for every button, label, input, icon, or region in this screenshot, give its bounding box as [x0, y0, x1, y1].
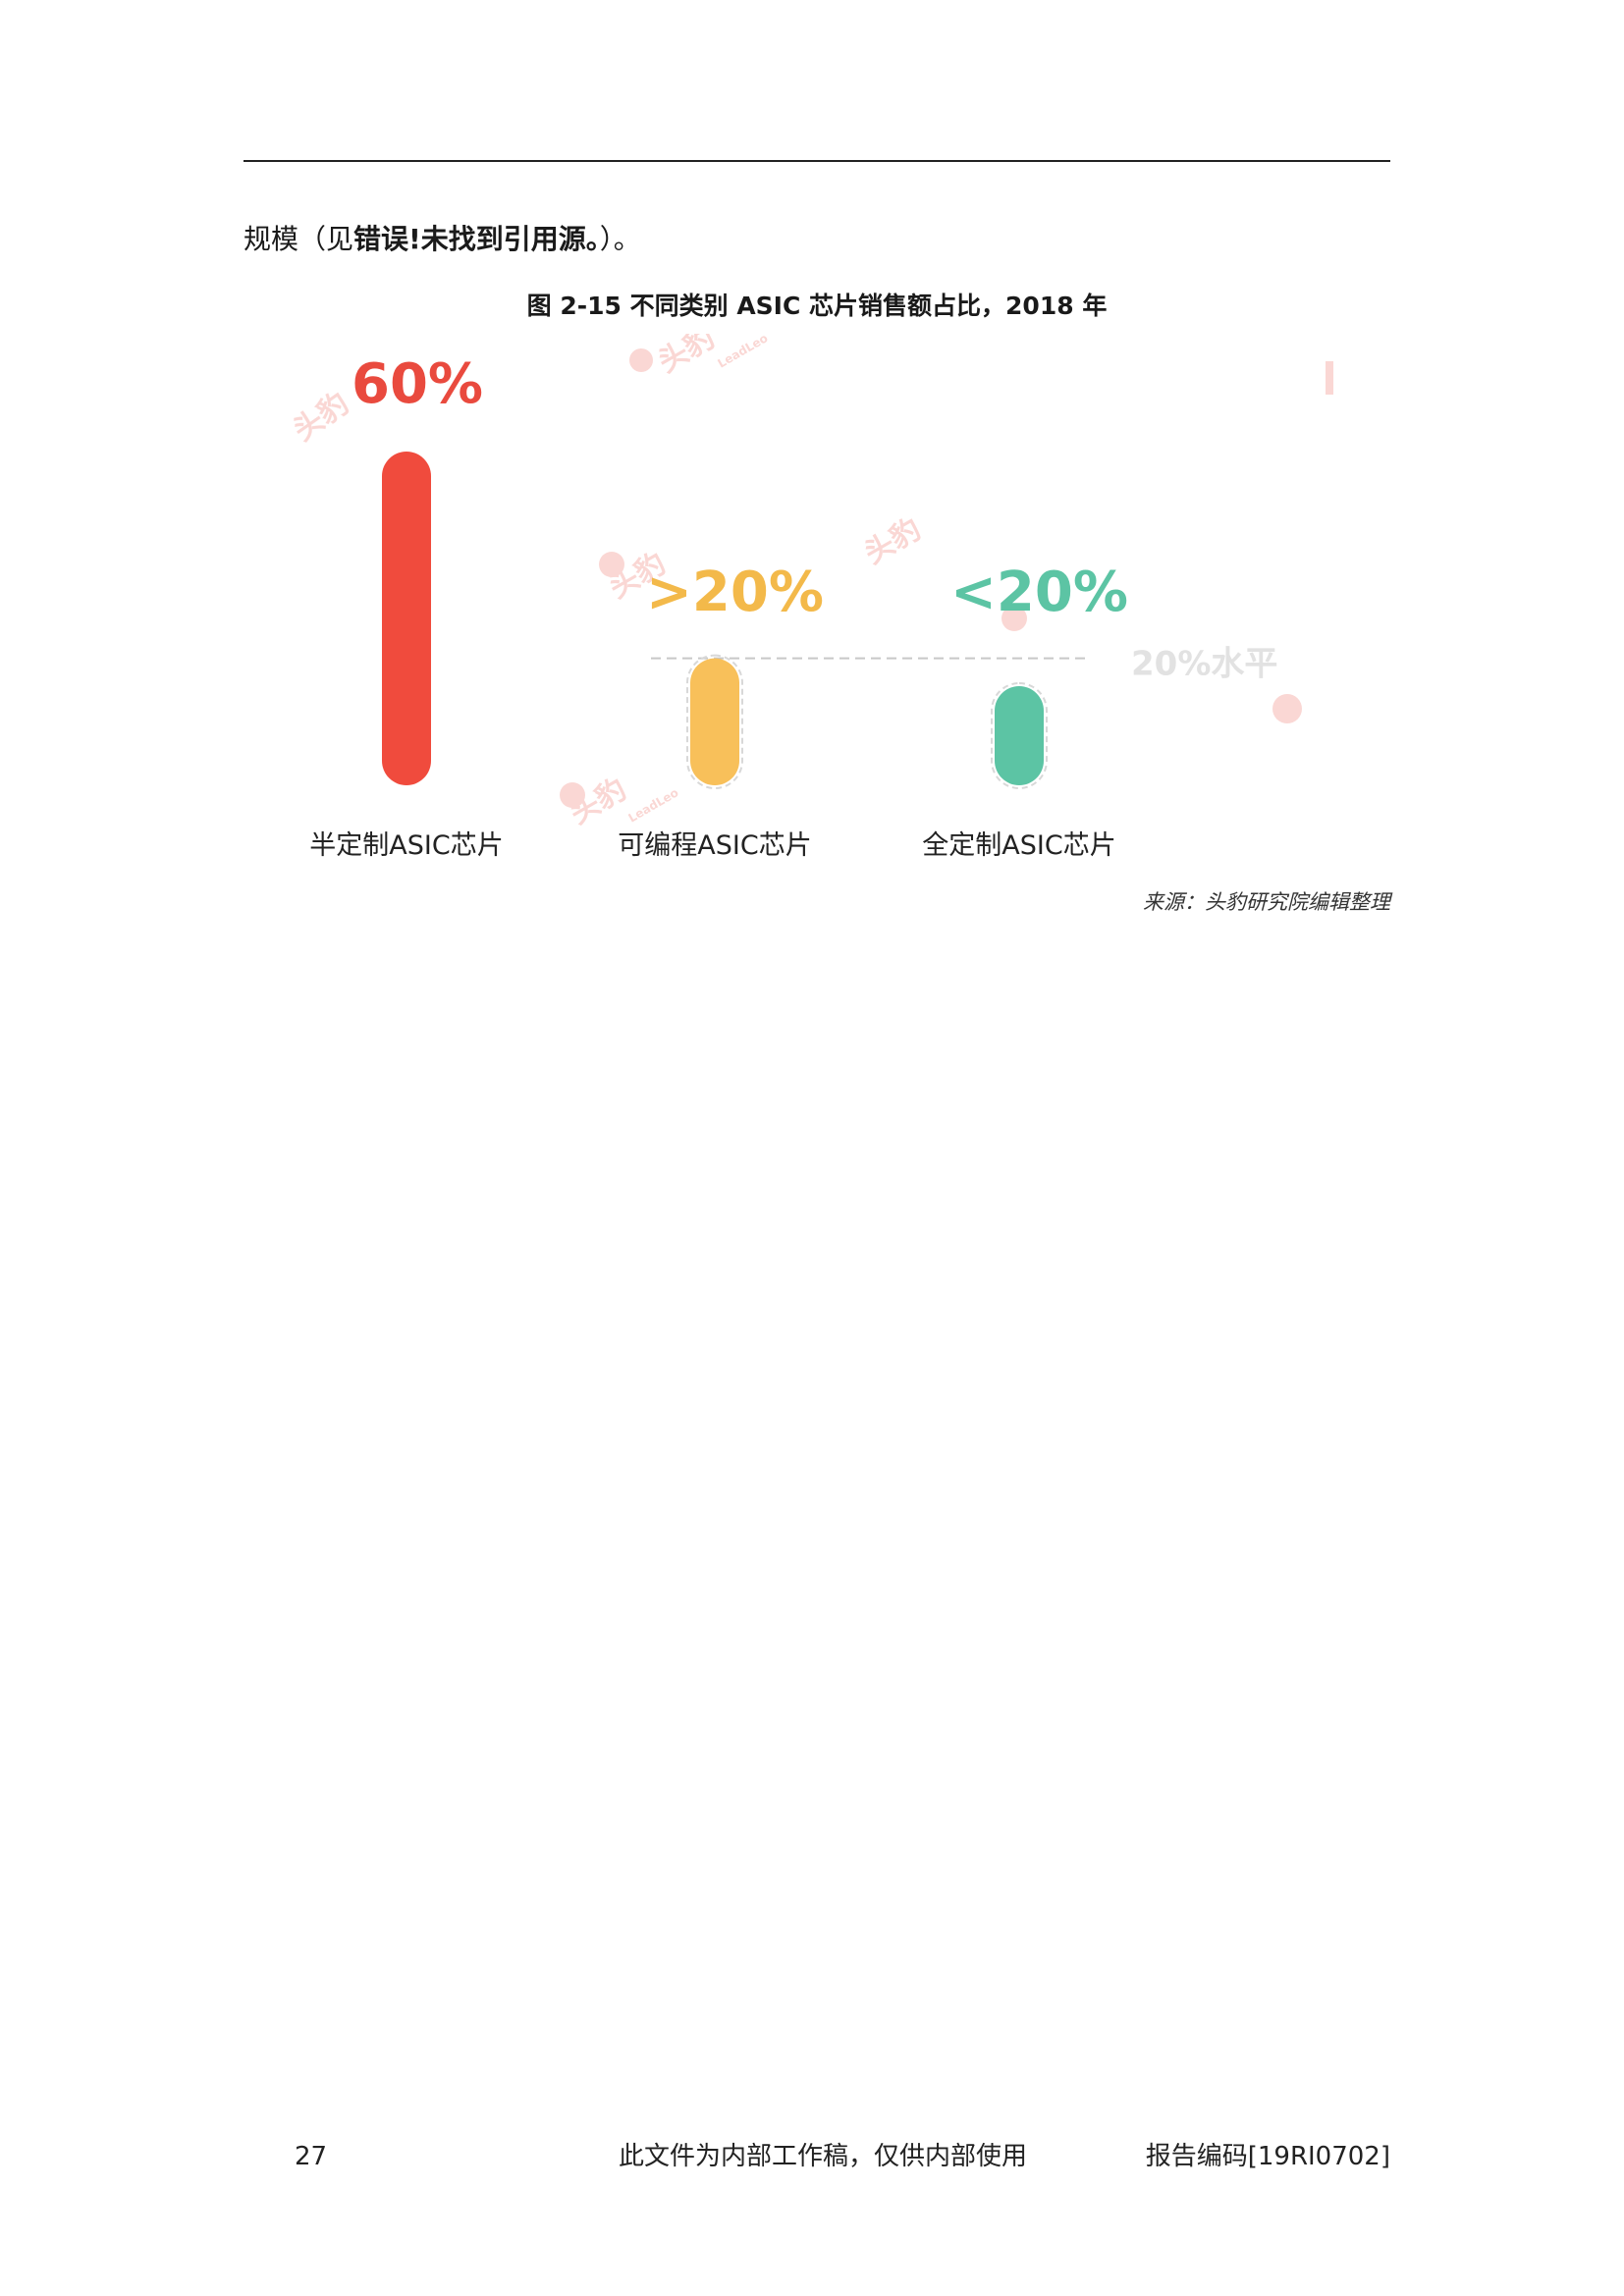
- bar-3: [995, 686, 1044, 785]
- body-paragraph: 规模（见错误!未找到引用源。）。: [244, 220, 641, 259]
- asic-share-chart: 头豹 头豹 LeadLeo 头豹 头豹 头豹 LeadLeo 20%水平 60%…: [244, 334, 1390, 883]
- bar-1: [382, 452, 431, 785]
- watermark-logo: [560, 782, 585, 808]
- watermark-logo: [1326, 361, 1333, 395]
- watermark-text: 头豹: [859, 512, 927, 571]
- watermark-text: LeadLeo: [716, 334, 771, 371]
- page-number: 27: [295, 2142, 328, 2171]
- figure-source: 来源：头豹研究院编辑整理: [1143, 890, 1390, 914]
- header-rule: [244, 160, 1390, 162]
- bars-layer: 60% 半定制ASIC芯片 >20% 可编程ASIC芯片 <20% 全定制ASIC芯片: [309, 352, 1128, 861]
- watermark-logo: [629, 348, 653, 372]
- page-footer: 27 此文件为内部工作稿，仅供内部使用 报告编码[19RI0702]: [295, 2137, 1390, 2176]
- body-text-suffix: ）。: [599, 223, 641, 255]
- watermark-text: 头豹: [288, 386, 355, 448]
- category-label-3: 全定制ASIC芯片: [922, 830, 1115, 861]
- watermark-logo: [1001, 606, 1027, 631]
- figure-title: 图 2-15 不同类别 ASIC 芯片销售额占比，2018 年: [526, 292, 1108, 320]
- chart-svg: 头豹 头豹 LeadLeo 头豹 头豹 头豹 LeadLeo 20%水平 60%…: [288, 334, 1333, 861]
- reference-line-label: 20%水平: [1131, 645, 1277, 684]
- category-label-2: 可编程ASIC芯片: [618, 830, 811, 861]
- value-label-3: <20%: [950, 561, 1128, 624]
- value-label-2: >20%: [646, 561, 824, 624]
- watermark-text: 头豹: [653, 334, 721, 380]
- category-label-1: 半定制ASIC芯片: [309, 830, 503, 861]
- watermark-logo: [1272, 694, 1302, 723]
- bar-2: [690, 658, 739, 785]
- body-text-prefix: 规模（见: [244, 223, 354, 255]
- bar-outline-3: [991, 682, 1048, 789]
- watermark-logo: [599, 552, 624, 577]
- value-label-1: 60%: [352, 352, 483, 416]
- report-code: 报告编码[19RI0702]: [1145, 2142, 1390, 2171]
- bar-outline-2: [686, 654, 743, 789]
- confidential-notice: 此文件为内部工作稿，仅供内部使用: [619, 2142, 1028, 2171]
- broken-reference: 错误!未找到引用源。: [353, 223, 600, 255]
- watermark-text: LeadLeo: [626, 785, 681, 825]
